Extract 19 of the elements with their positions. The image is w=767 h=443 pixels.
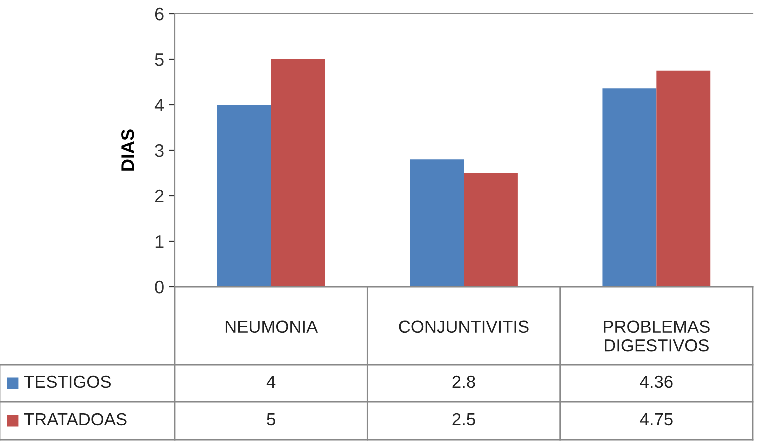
legend-label: TESTIGOS bbox=[24, 376, 111, 388]
data-label: 4 bbox=[266, 376, 276, 388]
x-tick-label: NEUMONIA bbox=[226, 320, 318, 334]
x-tick-label: PROBLEMAS DIGESTIVOS bbox=[604, 320, 710, 352]
y-tick-label: 6 bbox=[155, 8, 164, 21]
y-tick-label: 3 bbox=[155, 144, 164, 158]
y-tick-label: 1 bbox=[156, 236, 164, 248]
y-tick-label: 0 bbox=[155, 280, 164, 294]
data-label: 4.36 bbox=[640, 376, 673, 388]
data-label: 2.5 bbox=[452, 413, 476, 426]
data-label: 5 bbox=[267, 414, 276, 426]
legend-label: TRATADOAS bbox=[24, 413, 127, 426]
x-tick-label: CONJUNTIVITIS bbox=[399, 320, 529, 334]
y-tick-label: 5 bbox=[155, 54, 164, 66]
y-tick-label: 2 bbox=[155, 190, 164, 203]
data-label: 4.75 bbox=[640, 414, 673, 426]
data-label: 2.8 bbox=[452, 376, 476, 388]
y-axis-title: DIAS bbox=[122, 130, 134, 171]
y-tick-label: 4 bbox=[154, 99, 164, 112]
